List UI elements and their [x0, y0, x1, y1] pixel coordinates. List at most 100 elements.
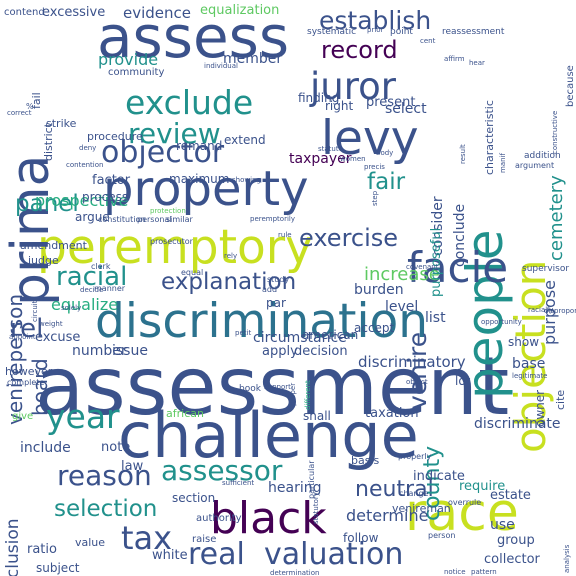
- cloud-word: par: [266, 296, 286, 310]
- cloud-word: section: [172, 491, 216, 505]
- cloud-word: owner: [533, 389, 547, 427]
- cloud-word: clerk: [91, 262, 111, 271]
- cloud-word: require: [459, 479, 506, 494]
- cloud-word: exclude: [125, 83, 254, 122]
- cloud-word: white: [152, 548, 188, 563]
- cloud-word: estate: [490, 488, 531, 503]
- cloud-word: book: [239, 384, 261, 394]
- cloud-word: decide: [80, 286, 104, 294]
- cloud-word: select: [385, 101, 427, 117]
- cloud-word: strike: [46, 117, 77, 130]
- cloud-word: argument: [515, 161, 555, 170]
- cloud-word: juror: [310, 65, 396, 108]
- cloud-word: evidence: [123, 4, 192, 22]
- cloud-word: peremptory: [37, 220, 313, 275]
- cloud-word: result: [459, 144, 467, 164]
- cloud-word: analysis: [563, 544, 571, 573]
- cloud-word: member: [223, 51, 283, 67]
- cloud-word: similar: [166, 215, 193, 224]
- cloud-word: african: [166, 407, 204, 420]
- cloud-word: covenant: [406, 263, 439, 271]
- cloud-word: indicate: [413, 469, 465, 484]
- cloud-word: study: [267, 275, 290, 284]
- cloud-word: complete: [7, 378, 45, 387]
- cloud-word: conclude: [452, 203, 468, 267]
- cloud-word: shall: [303, 409, 331, 423]
- cloud-word: list: [425, 310, 446, 326]
- cloud-word: follow: [343, 531, 379, 545]
- cloud-word: petit: [235, 329, 252, 337]
- cloud-word: circuit: [31, 300, 39, 323]
- cloud-word: hearing: [268, 480, 322, 496]
- cloud-word: protection: [150, 207, 186, 215]
- cloud-word: raise: [192, 534, 217, 545]
- cloud-word: procedure: [87, 130, 143, 143]
- cloud-word: cite: [554, 389, 567, 410]
- cloud-word: basis: [351, 454, 380, 467]
- cloud-word: apply: [262, 344, 298, 359]
- cloud-word: extend: [224, 133, 266, 147]
- cloud-word: fair: [367, 169, 406, 195]
- cloud-word: law: [121, 459, 144, 474]
- cloud-word: issue: [112, 343, 148, 359]
- cloud-word: include: [20, 440, 71, 456]
- cloud-word: cent: [420, 37, 436, 45]
- cloud-word: panel: [15, 191, 79, 217]
- cloud-word: change: [399, 489, 429, 498]
- cloud-word: because: [565, 65, 576, 107]
- cloud-word: manif: [499, 153, 507, 173]
- cloud-word: facie: [407, 243, 509, 292]
- cloud-word: rule: [278, 231, 292, 239]
- cloud-word: year: [46, 397, 120, 436]
- cloud-word: characteristic: [483, 100, 496, 175]
- cloud-word: collector: [484, 552, 540, 567]
- cloud-word: systematic: [307, 27, 357, 37]
- cloud-word: determination: [270, 569, 320, 576]
- cloud-word: establish: [319, 6, 432, 35]
- cloud-word: determine: [346, 506, 429, 525]
- cloud-word: property: [103, 161, 309, 217]
- cloud-word: legitimate: [512, 372, 548, 380]
- cloud-word: appoint: [9, 333, 36, 341]
- cloud-word: objector: [101, 135, 225, 170]
- cloud-word: exercise: [299, 224, 399, 252]
- cloud-word: right: [325, 99, 354, 113]
- cloud-word: real: [188, 537, 245, 572]
- cloud-word: circumstance: [253, 330, 347, 346]
- cloud-word: maximum: [169, 172, 230, 186]
- cloud-word: venireman: [392, 502, 451, 515]
- cloud-word: black: [210, 493, 327, 544]
- cloud-word: accept: [354, 321, 395, 335]
- cloud-word: equal: [181, 268, 204, 277]
- cloud-word: women: [340, 155, 366, 163]
- cloud-word: peremptorily: [250, 215, 295, 223]
- cloud-word: point: [390, 27, 413, 37]
- cloud-word: addition: [524, 151, 561, 161]
- cloud-word: american: [302, 328, 359, 342]
- cloud-word: however: [5, 365, 53, 378]
- cloud-word: discriminate: [474, 416, 561, 432]
- cloud-word: showing: [232, 176, 261, 184]
- cloud-word: solely: [61, 304, 82, 312]
- cloud-word: provide: [98, 50, 159, 69]
- cloud-word: prior: [367, 26, 384, 34]
- cloud-word: deny: [79, 144, 97, 152]
- cloud-word: group: [497, 533, 535, 548]
- cloud-word: finding: [298, 91, 340, 105]
- cloud-word: excessive: [42, 5, 106, 20]
- cloud-word: value: [75, 536, 106, 549]
- cloud-word: record: [321, 36, 398, 64]
- cloud-word: assessor: [161, 454, 283, 487]
- cloud-word: note: [101, 440, 131, 455]
- cloud-word: assessment: [35, 340, 510, 433]
- cloud-word: opportunity: [481, 318, 522, 326]
- cloud-word: subject: [36, 561, 80, 575]
- cloud-word: constitution: [98, 215, 146, 224]
- cloud-word: reason: [57, 459, 152, 492]
- cloud-word: challenge: [118, 399, 419, 472]
- cloud-word: prosecutor: [150, 237, 193, 246]
- cloud-word: authority: [196, 513, 242, 524]
- cloud-word: proper: [289, 382, 297, 406]
- cloud-word: properly: [398, 452, 432, 461]
